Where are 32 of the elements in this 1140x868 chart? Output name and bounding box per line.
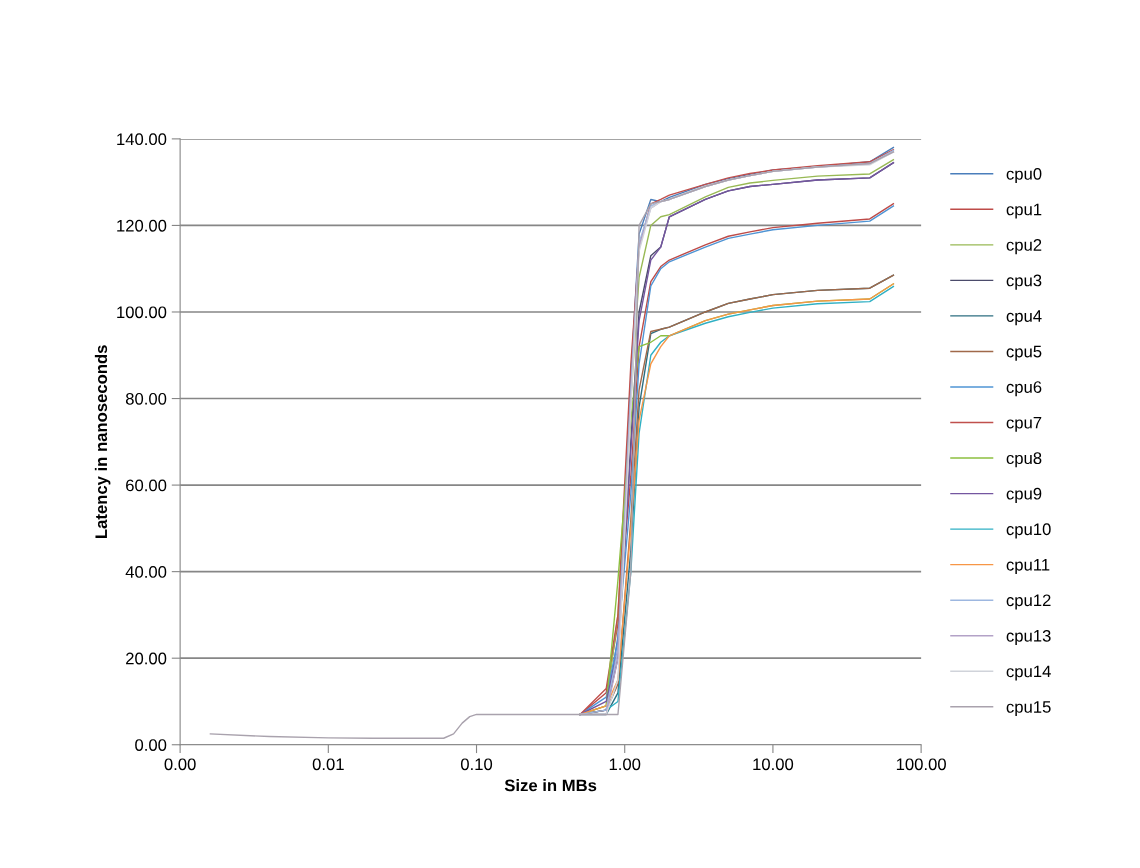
legend-label: cpu8 (1006, 452, 1042, 468)
x-tick-label: 100.00 (896, 758, 946, 771)
x-tick-label: 0.01 (312, 758, 344, 771)
legend-label: cpu9 (1006, 487, 1042, 503)
x-tick-label: 1.00 (609, 758, 641, 771)
legend-label: cpu10 (1006, 523, 1051, 539)
x-axis-title: Size in MBs (504, 779, 597, 792)
legend-label: cpu15 (1006, 701, 1051, 717)
legend-label: cpu13 (1006, 629, 1051, 646)
legend-label: cpu3 (1006, 274, 1042, 290)
y-axis-title: Latency in nanoseconds (94, 345, 111, 538)
legend-label: cpu12 (1006, 594, 1051, 610)
y-tick-label: 80.00 (125, 392, 167, 405)
y-tick-label: 100.00 (117, 306, 167, 319)
legend-label: cpu1 (1006, 203, 1042, 219)
legend-label: cpu5 (1006, 345, 1042, 361)
x-tick-label: 0.00 (164, 758, 196, 771)
y-tick-label: 40.00 (125, 566, 167, 578)
legend-label: cpu4 (1006, 310, 1042, 326)
x-tick-label: 0.10 (460, 758, 493, 771)
legend-label: cpu6 (1006, 381, 1042, 397)
legend-label: cpu7 (1006, 416, 1042, 432)
y-tick-label: 140.00 (117, 133, 167, 146)
legend-label: cpu0 (1006, 167, 1042, 184)
legend-label: cpu11 (1006, 559, 1050, 574)
legend-label: cpu2 (1006, 239, 1042, 255)
y-tick-label: 0.00 (135, 739, 167, 751)
y-tick-label: 60.00 (126, 479, 167, 492)
legend-label: cpu14 (1006, 665, 1051, 681)
x-tick-label: 10.00 (753, 758, 794, 771)
y-tick-label: 20.00 (126, 652, 167, 665)
y-tick-label: 120.00 (117, 219, 167, 232)
